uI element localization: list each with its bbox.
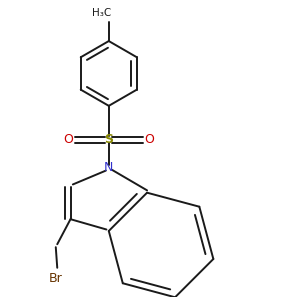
Text: O: O [145, 133, 154, 146]
Text: Br: Br [49, 272, 63, 285]
Text: S: S [104, 133, 113, 146]
Text: H₃C: H₃C [92, 8, 111, 17]
Text: N: N [104, 161, 113, 174]
Text: O: O [63, 133, 73, 146]
